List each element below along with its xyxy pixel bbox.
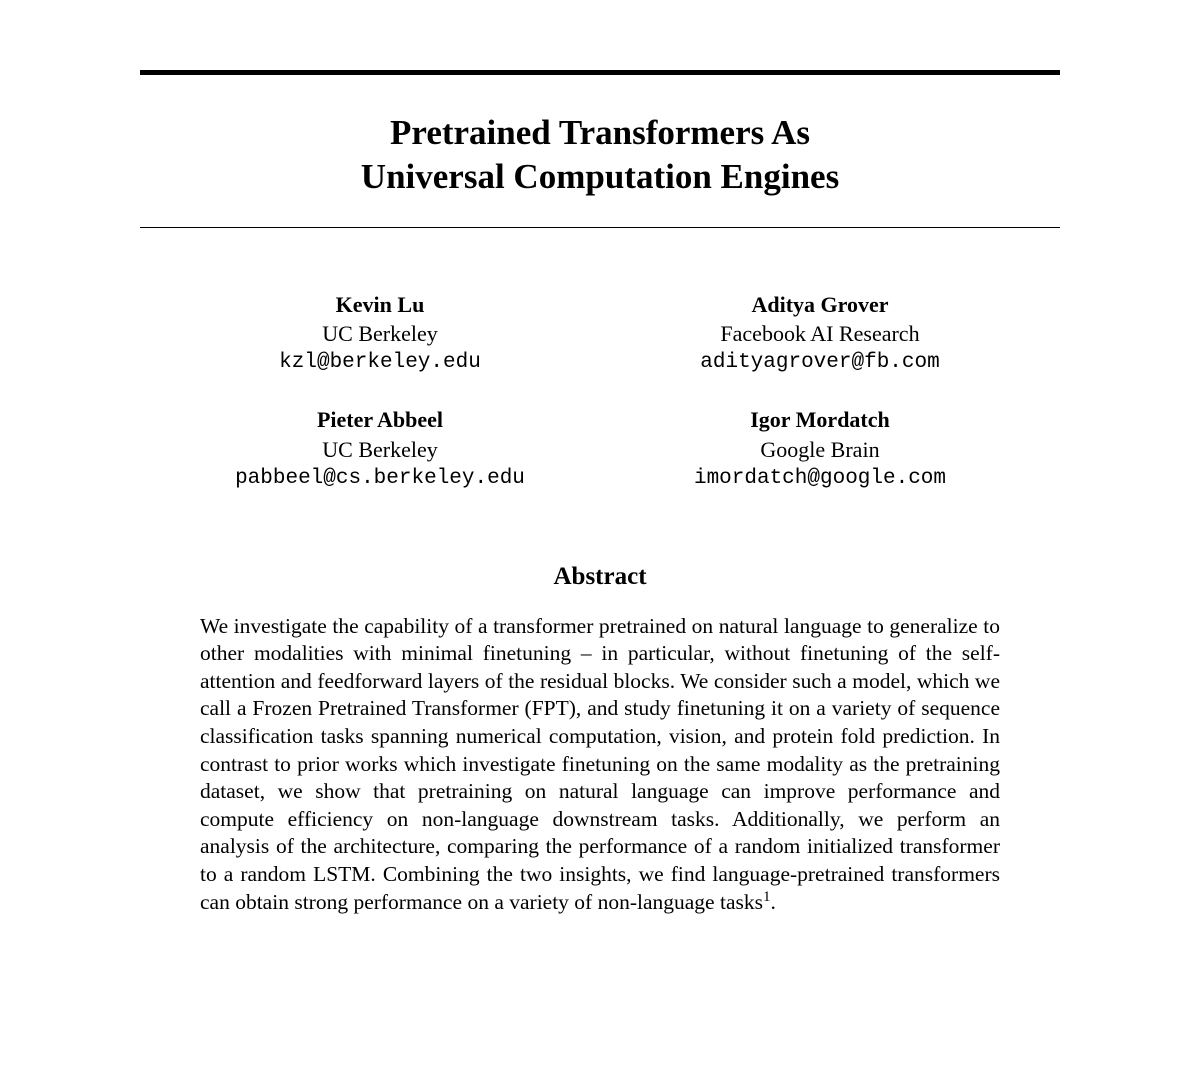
mid-rule [140, 227, 1060, 228]
author-affiliation: Google Brain [620, 435, 1020, 465]
author: Aditya Grover Facebook AI Research adity… [620, 290, 1020, 378]
author-email: pabbeel@cs.berkeley.edu [180, 465, 580, 493]
authors-block: Kevin Lu UC Berkeley kzl@berkeley.edu Ad… [140, 290, 1060, 493]
title-line-2: Universal Computation Engines [361, 157, 839, 196]
author-name: Kevin Lu [180, 290, 580, 320]
abstract-text: We investigate the capability of a trans… [200, 614, 1000, 914]
author-email: kzl@berkeley.edu [180, 349, 580, 377]
title-line-1: Pretrained Transformers As [390, 113, 810, 152]
footnote-marker: 1 [763, 889, 771, 905]
author: Pieter Abbeel UC Berkeley pabbeel@cs.ber… [180, 405, 580, 493]
abstract-heading: Abstract [140, 563, 1060, 591]
author-email: imordatch@google.com [620, 465, 1020, 493]
author-name: Aditya Grover [620, 290, 1020, 320]
author-affiliation: UC Berkeley [180, 319, 580, 349]
author-name: Igor Mordatch [620, 405, 1020, 435]
abstract-body: We investigate the capability of a trans… [140, 613, 1060, 917]
author-affiliation: Facebook AI Research [620, 319, 1020, 349]
author-affiliation: UC Berkeley [180, 435, 580, 465]
author-name: Pieter Abbeel [180, 405, 580, 435]
author: Kevin Lu UC Berkeley kzl@berkeley.edu [180, 290, 580, 378]
abstract-tail: . [771, 890, 776, 914]
paper-title: Pretrained Transformers As Universal Com… [140, 111, 1060, 199]
author: Igor Mordatch Google Brain imordatch@goo… [620, 405, 1020, 493]
top-rule [140, 70, 1060, 75]
author-email: adityagrover@fb.com [620, 349, 1020, 377]
